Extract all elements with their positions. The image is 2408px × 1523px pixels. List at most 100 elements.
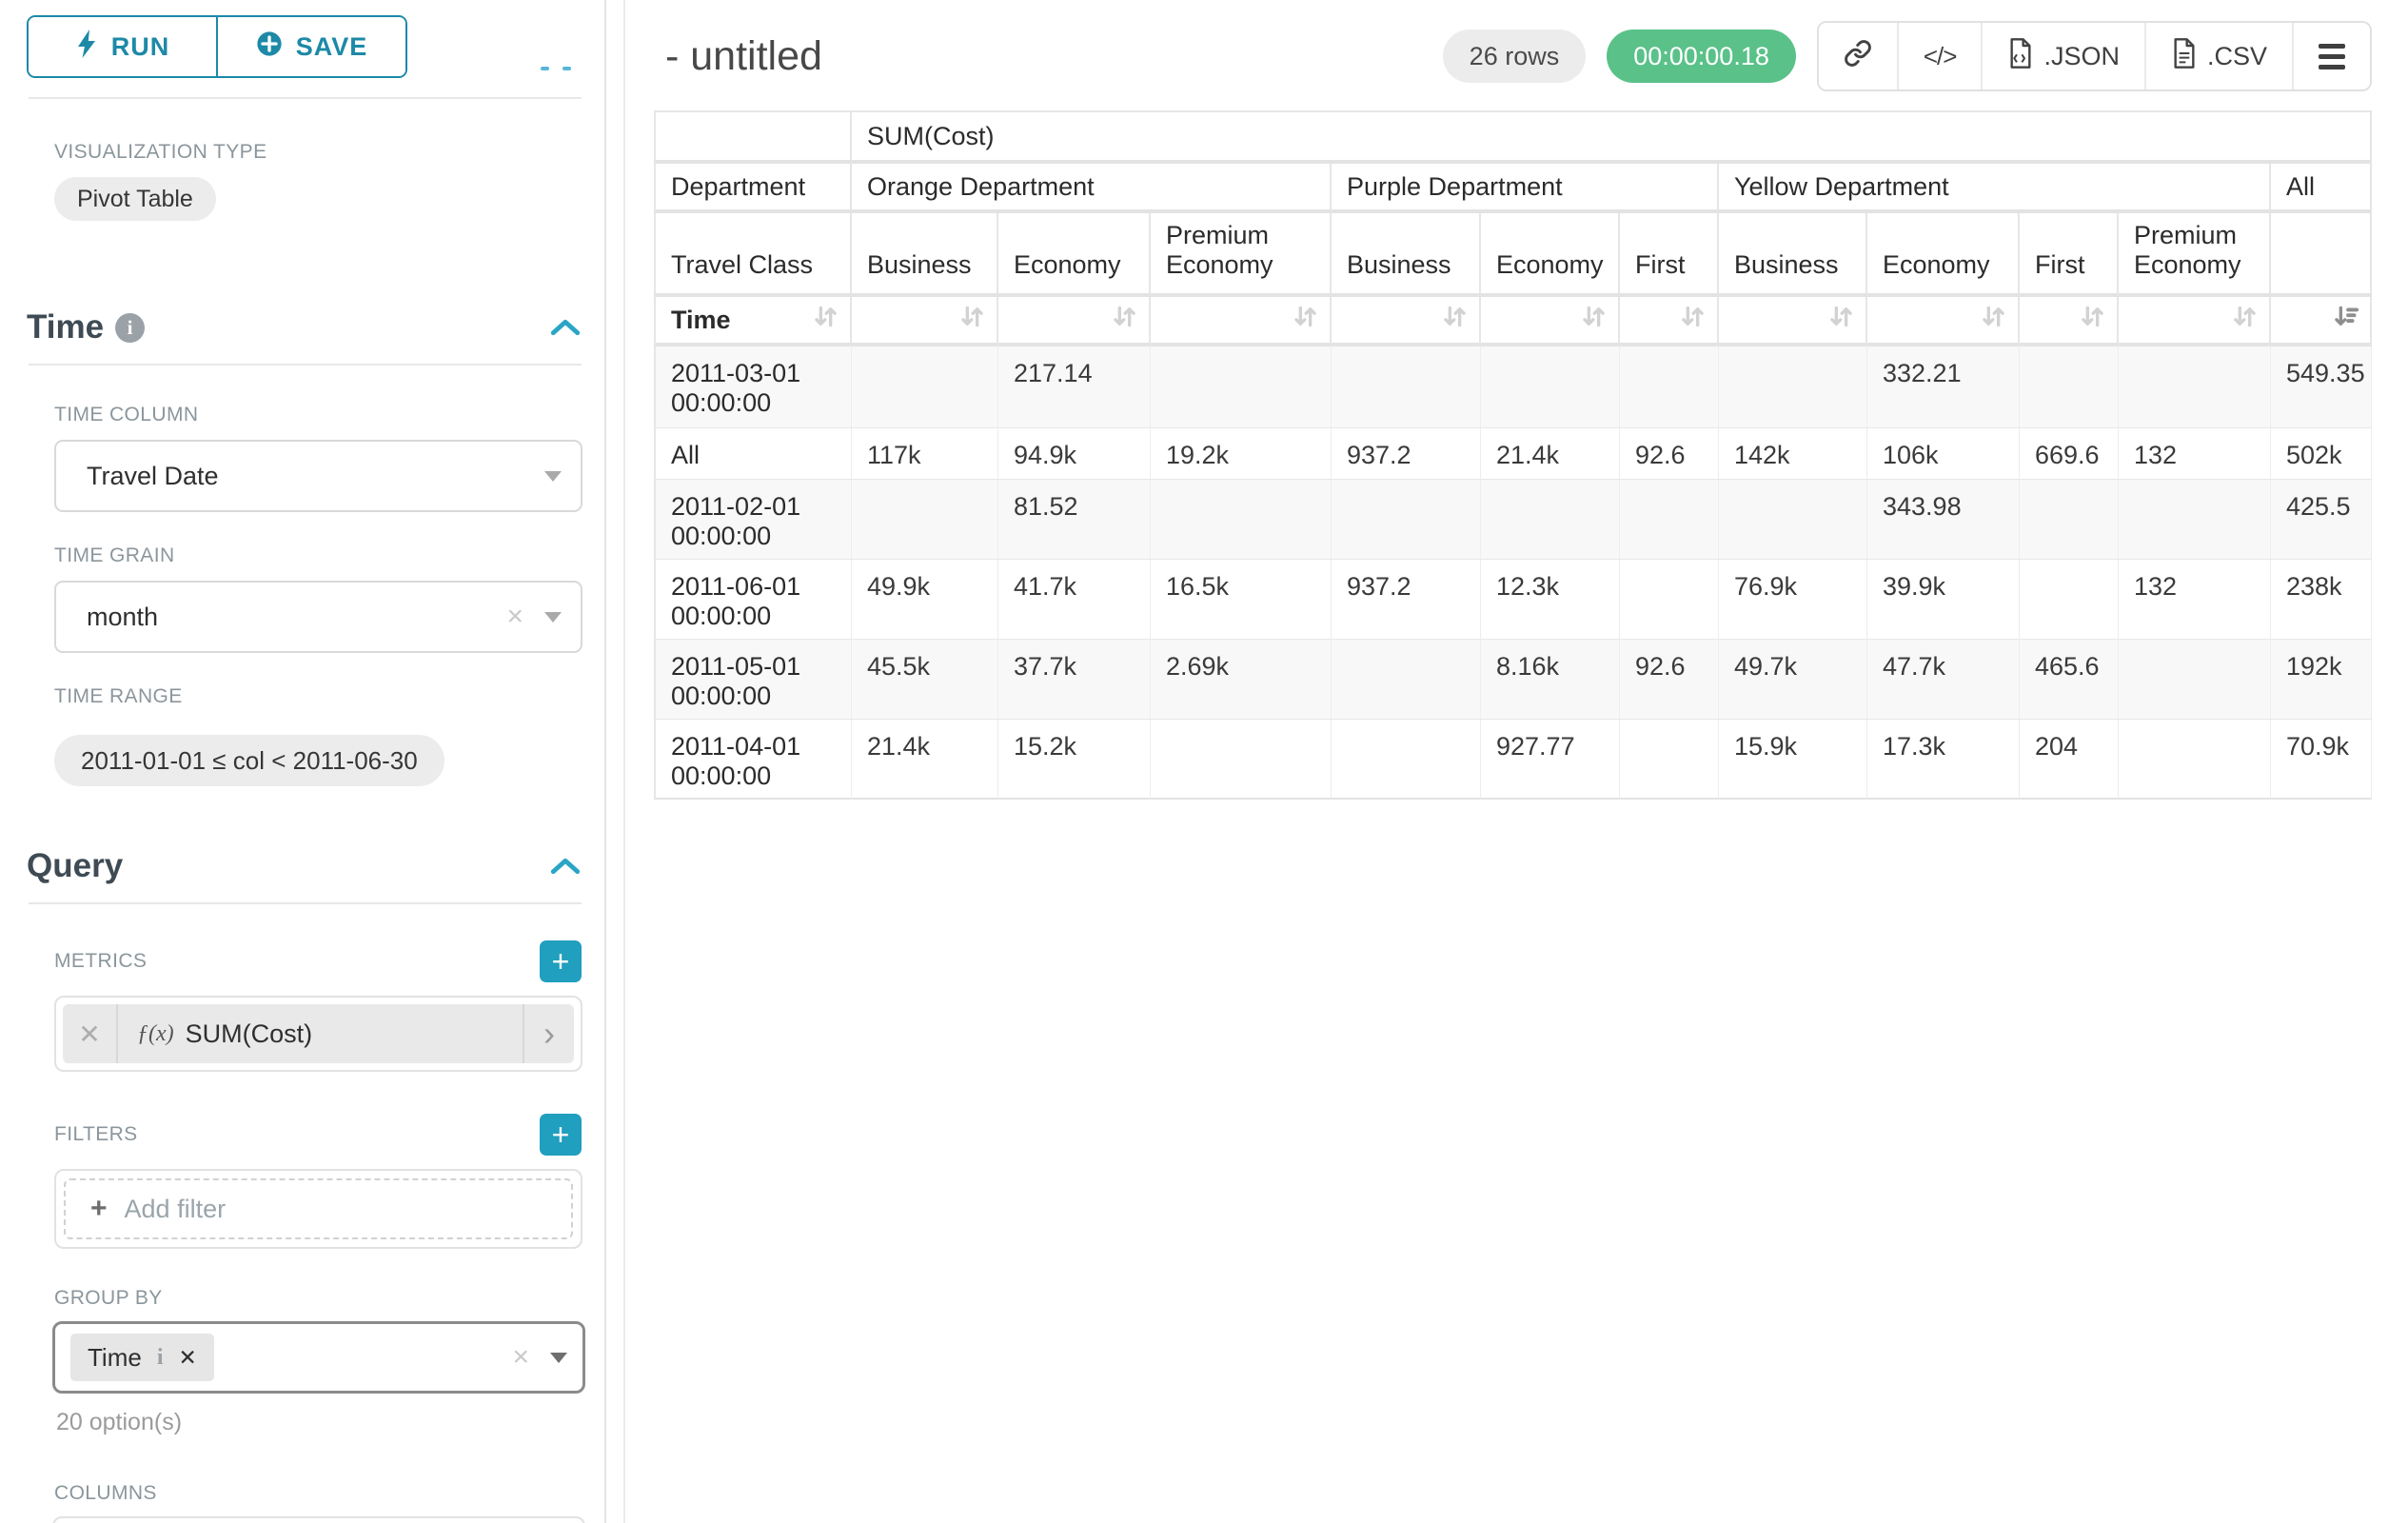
sort-updown-icon[interactable]	[811, 302, 840, 338]
pivot-row-label: 2011-02-01 00:00:00	[654, 480, 852, 560]
pivot-cell	[1332, 640, 1481, 720]
sort-updown-icon[interactable]	[2230, 302, 2260, 338]
chevron-right-icon[interactable]: ›	[523, 1004, 574, 1063]
pivot-sort-header	[1151, 297, 1332, 346]
pivot-cell	[1620, 480, 1719, 560]
save-button[interactable]: SAVE	[218, 17, 405, 76]
pivot-col-header	[2271, 213, 2372, 297]
pivot-cell: 132	[2119, 428, 2271, 480]
table-row: 2011-06-01 00:00:00 49.9k 41.7k 16.5k 937.2 1…	[654, 560, 2372, 640]
visualization-type-value[interactable]: Pivot Table	[54, 177, 216, 221]
pivot-col-header: Economy	[998, 213, 1151, 297]
pivot-cell	[1620, 560, 1719, 640]
sort-updown-icon[interactable]	[1110, 302, 1139, 338]
pivot-row-label: 2011-03-01 00:00:00	[654, 346, 852, 428]
pivot-cell: 19.2k	[1151, 428, 1332, 480]
view-query-button[interactable]: </>	[1896, 23, 1982, 89]
time-column-label: TIME COLUMN	[54, 404, 199, 425]
sort-updown-icon[interactable]	[1826, 302, 1856, 338]
pivot-cell: 204	[2020, 720, 2119, 800]
pivot-col-header: Premium Economy	[1151, 213, 1332, 297]
pivot-cell: 92.6	[1620, 640, 1719, 720]
share-link-button[interactable]	[1818, 23, 1897, 89]
table-row: 2011-02-01 00:00:00 81.52 343.98 425.5	[654, 480, 2372, 560]
add-metric-button[interactable]: +	[540, 940, 582, 982]
pivot-cell: 132	[2119, 560, 2271, 640]
pivot-cell: 16.5k	[1151, 560, 1332, 640]
add-filter-dropzone[interactable]: + Add filter	[64, 1178, 573, 1239]
menu-button[interactable]	[2292, 23, 2370, 89]
time-column-select[interactable]: Travel Date	[54, 440, 582, 512]
pivot-cell: 94.9k	[998, 428, 1151, 480]
pivot-cell: 45.5k	[852, 640, 998, 720]
sort-updown-icon[interactable]	[2078, 302, 2107, 338]
export-csv-button[interactable]: .CSV	[2143, 23, 2292, 89]
pivot-cell: 49.9k	[852, 560, 998, 640]
metrics-label: METRICS	[54, 950, 148, 972]
table-row: 2011-05-01 00:00:00 45.5k 37.7k 2.69k 8.16k 9…	[654, 640, 2372, 720]
query-timer-badge: 00:00:00.18	[1607, 30, 1796, 83]
run-button[interactable]: RUN	[29, 17, 218, 76]
pivot-group-header: Yellow Department	[1719, 164, 2271, 213]
sort-updown-icon[interactable]	[1678, 302, 1707, 338]
chart-header: - untitled 26 rows 00:00:00.18 </>	[654, 0, 2408, 91]
pivot-cell: 81.52	[998, 480, 1151, 560]
remove-tag-icon[interactable]: ✕	[178, 1344, 197, 1370]
export-toolbar: </> .JSON .CSV	[1816, 21, 2372, 91]
info-icon: i	[156, 1344, 164, 1370]
pivot-cell: 238k	[2271, 560, 2372, 640]
section-divider	[29, 97, 582, 99]
pivot-cell	[1332, 720, 1481, 800]
group-by-select[interactable]: Time i ✕ ×	[52, 1321, 585, 1394]
remove-metric-icon[interactable]: ✕	[63, 1004, 118, 1063]
pivot-row-label: 2011-06-01 00:00:00	[654, 560, 852, 640]
pivot-dept-axis-label: Department	[654, 164, 852, 213]
chevron-up-icon[interactable]	[549, 855, 582, 878]
group-by-tag[interactable]: Time i ✕	[70, 1334, 214, 1381]
pivot-cell: 117k	[852, 428, 998, 480]
pivot-sort-header	[2271, 297, 2372, 346]
columns-label: COLUMNS	[54, 1482, 157, 1504]
pivot-row-label: All	[654, 428, 852, 480]
time-grain-select[interactable]: month ×	[54, 581, 582, 653]
pivot-cell: 76.9k	[1719, 560, 1867, 640]
pivot-cell: 21.4k	[852, 720, 998, 800]
pivot-cell	[2020, 480, 2119, 560]
pivot-col-header: Business	[1332, 213, 1481, 297]
pivot-cell: 2.69k	[1151, 640, 1332, 720]
sort-updown-icon[interactable]	[1440, 302, 1470, 338]
pivot-col-header: First	[2020, 213, 2119, 297]
sort-desc-icon[interactable]	[2331, 302, 2360, 338]
time-section-header: Time i	[27, 308, 582, 346]
chevron-down-icon	[550, 1352, 567, 1363]
add-filter-button[interactable]: +	[540, 1114, 582, 1156]
pivot-cell: 15.2k	[998, 720, 1151, 800]
time-range-label: TIME RANGE	[54, 685, 183, 707]
pivot-cell: 343.98	[1867, 480, 2020, 560]
clear-icon[interactable]: ×	[506, 601, 523, 632]
sort-updown-icon[interactable]	[1291, 302, 1320, 338]
columns-select[interactable]: Department ✕ Travel Class ✕ ×	[52, 1516, 585, 1523]
pivot-cell: 15.9k	[1719, 720, 1867, 800]
metric-item[interactable]: ✕ ƒ(x) SUM(Cost) ›	[63, 1004, 574, 1063]
sort-updown-icon[interactable]	[1979, 302, 2008, 338]
clear-icon[interactable]: ×	[512, 1341, 529, 1373]
pivot-cell: 937.2	[1332, 560, 1481, 640]
pivot-class-axis-label: Travel Class	[654, 213, 852, 297]
sort-updown-icon[interactable]	[1579, 302, 1609, 338]
run-save-button-group: RUN SAVE	[27, 15, 407, 78]
pivot-table: SUM(Cost) Department Orange Department Purp…	[654, 110, 2372, 800]
plus-icon: +	[90, 1193, 108, 1224]
pivot-col-header: Business	[1719, 213, 1867, 297]
function-icon: ƒ(x)	[137, 1020, 174, 1046]
table-row: 2011-04-01 00:00:00 21.4k 15.2k 927.77 15.9k…	[654, 720, 2372, 800]
pivot-cell	[1481, 480, 1620, 560]
file-icon	[2171, 37, 2198, 75]
time-grain-label: TIME GRAIN	[54, 544, 175, 566]
export-json-button[interactable]: .JSON	[1981, 23, 2144, 89]
chart-title[interactable]: - untitled	[665, 32, 822, 79]
time-range-value[interactable]: 2011-01-01 ≤ col < 2011-06-30	[54, 735, 444, 786]
sort-updown-icon[interactable]	[957, 302, 987, 338]
chevron-up-icon[interactable]	[549, 316, 582, 339]
control-panel: Chart Type RUN SAVE VISUALIZATION TYPE P…	[0, 0, 606, 1523]
